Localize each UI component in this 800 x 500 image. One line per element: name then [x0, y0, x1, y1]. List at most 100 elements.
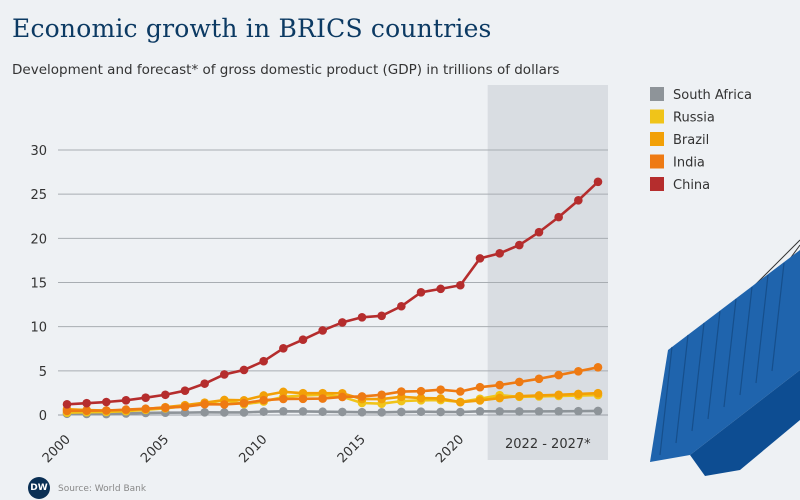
- data-point: [436, 394, 445, 403]
- y-tick-label: 0: [39, 409, 47, 424]
- container-rib: [675, 334, 689, 444]
- grid-lines: [58, 149, 608, 416]
- data-point: [180, 402, 190, 411]
- data-point: [456, 407, 465, 417]
- data-point: [534, 227, 544, 237]
- container-rib: [691, 322, 705, 432]
- legend-label: Russia: [673, 111, 715, 126]
- data-point: [436, 284, 445, 294]
- legend-swatch: [650, 109, 664, 124]
- legend-label: India: [673, 156, 705, 171]
- data-point: [62, 400, 72, 409]
- data-point: [475, 406, 485, 416]
- data-point: [259, 395, 268, 405]
- data-point: [377, 390, 386, 400]
- data-point: [456, 387, 465, 396]
- x-tick-label: 2010: [236, 432, 270, 466]
- series-india: [62, 363, 603, 416]
- data-point: [62, 406, 72, 416]
- legend-swatch: [650, 154, 664, 169]
- data-point: [357, 407, 367, 417]
- data-point: [338, 407, 347, 417]
- x-axis: 2000 2005 2010 2015 2020: [40, 432, 467, 466]
- data-point: [534, 374, 544, 384]
- data-point: [436, 385, 445, 394]
- y-tick-label: 15: [30, 277, 47, 292]
- y-tick-label: 5: [39, 365, 47, 380]
- container-rib: [739, 286, 753, 396]
- data-point: [279, 387, 288, 397]
- data-point: [318, 326, 327, 335]
- data-point: [121, 396, 131, 405]
- data-point: [161, 403, 170, 412]
- data-point: [495, 393, 504, 403]
- x-tick-label: 2005: [138, 432, 172, 466]
- legend-label: Brazil: [673, 133, 709, 148]
- y-axis: 0 5 10 15 20 25 30: [30, 144, 47, 424]
- data-point: [515, 377, 524, 387]
- data-point: [279, 394, 288, 404]
- data-point: [456, 280, 465, 290]
- data-point: [416, 288, 426, 297]
- data-point: [200, 379, 209, 388]
- data-point: [239, 398, 249, 408]
- data-point: [102, 406, 111, 415]
- y-tick-label: 10: [30, 321, 47, 336]
- data-point: [279, 406, 288, 416]
- legend-swatch: [650, 177, 664, 191]
- data-point: [554, 390, 563, 400]
- chart-subtitle: Development and forecast* of gross domes…: [12, 62, 560, 78]
- forecast-label: 2022 - 2027*: [505, 437, 591, 452]
- data-point: [515, 391, 524, 401]
- container-rib: [723, 298, 737, 408]
- container-top: [650, 250, 800, 462]
- data-point: [593, 363, 603, 372]
- data-point: [456, 397, 465, 407]
- data-point: [574, 389, 583, 399]
- data-point: [220, 408, 229, 417]
- source-note: Source: World Bank: [58, 484, 147, 494]
- forecast-shading: [487, 85, 608, 460]
- data-point: [121, 405, 131, 414]
- data-point: [82, 406, 91, 415]
- data-point: [593, 406, 603, 416]
- data-point: [239, 408, 249, 417]
- chart-title: Economic growth in BRICS countries: [12, 14, 492, 43]
- data-point: [416, 386, 426, 396]
- data-point: [534, 407, 544, 416]
- data-point: [239, 365, 249, 375]
- data-point: [416, 393, 426, 403]
- data-point: [298, 394, 308, 404]
- legend: South Africa Russia Brazil India China: [650, 87, 752, 193]
- series-line: [66, 366, 599, 413]
- data-point: [593, 177, 603, 187]
- container-rib: [707, 310, 721, 420]
- container-rib: [659, 346, 673, 456]
- data-point: [357, 392, 367, 401]
- data-point: [200, 408, 209, 417]
- data-point: [377, 311, 386, 321]
- data-point: [279, 344, 288, 353]
- data-point: [338, 392, 347, 402]
- data-point: [82, 398, 91, 408]
- data-point: [220, 400, 229, 409]
- series-group: [62, 177, 603, 419]
- dw-logo: DW: [28, 477, 50, 499]
- data-point: [318, 394, 327, 403]
- y-tick-label: 25: [30, 188, 47, 203]
- data-point: [574, 366, 583, 376]
- data-point: [495, 249, 504, 258]
- legend-label: South Africa: [673, 88, 752, 103]
- data-point: [416, 407, 426, 417]
- data-point: [574, 406, 583, 416]
- data-point: [259, 407, 268, 416]
- legend-swatch: [650, 87, 664, 101]
- x-tick-label: 2015: [335, 432, 369, 466]
- container-side: [690, 370, 800, 476]
- data-point: [200, 399, 209, 409]
- data-point: [554, 406, 563, 416]
- data-point: [475, 396, 485, 405]
- data-point: [298, 335, 308, 344]
- data-point: [338, 318, 347, 327]
